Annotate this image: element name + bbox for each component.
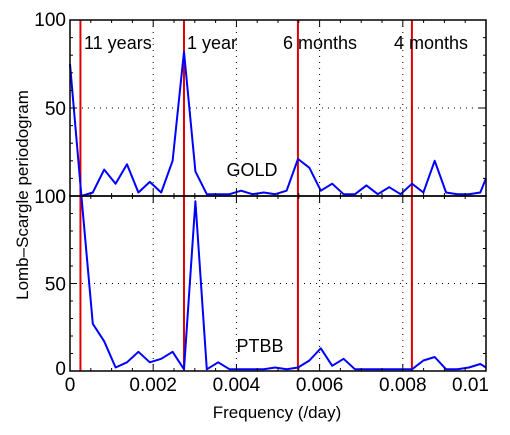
y-tick-label: 50 [45, 99, 66, 120]
series-line-gold [69, 50, 487, 197]
series-line-ptbb [80, 195, 487, 371]
series-label-gold: GOLD [226, 160, 277, 180]
x-tick-label: 0.002 [129, 375, 177, 396]
x-tick-label: 0.004 [213, 375, 261, 396]
x-tick-label: 0 [65, 375, 76, 396]
y-tick-label: 0 [55, 359, 66, 380]
y-axis-title: Lomb–Scargle periodogram [13, 90, 32, 300]
text-layer: Frequency (/day) Lomb–Scargle periodogra… [13, 10, 489, 422]
period-label: 4 months [394, 33, 468, 53]
period-label: 1 year [187, 33, 237, 53]
y-tick-label: 0 [55, 187, 66, 208]
series-layer [69, 50, 487, 371]
period-label: 6 months [283, 33, 357, 53]
panel-frame [69, 195, 487, 372]
x-tick-label: 0.006 [296, 375, 344, 396]
series-label-ptbb: PTBB [236, 336, 283, 356]
period-label: 11 years [84, 33, 152, 53]
y-tick-label: 50 [45, 275, 66, 296]
frame-layer [69, 19, 487, 372]
period-lines [79, 20, 413, 371]
x-tick-label: 0.01 [452, 375, 489, 396]
x-axis-title: Frequency (/day) [213, 403, 342, 422]
x-tick-label: 0.008 [379, 375, 427, 396]
y-tick-label: 100 [34, 187, 66, 208]
y-tick-label: 100 [34, 10, 66, 31]
